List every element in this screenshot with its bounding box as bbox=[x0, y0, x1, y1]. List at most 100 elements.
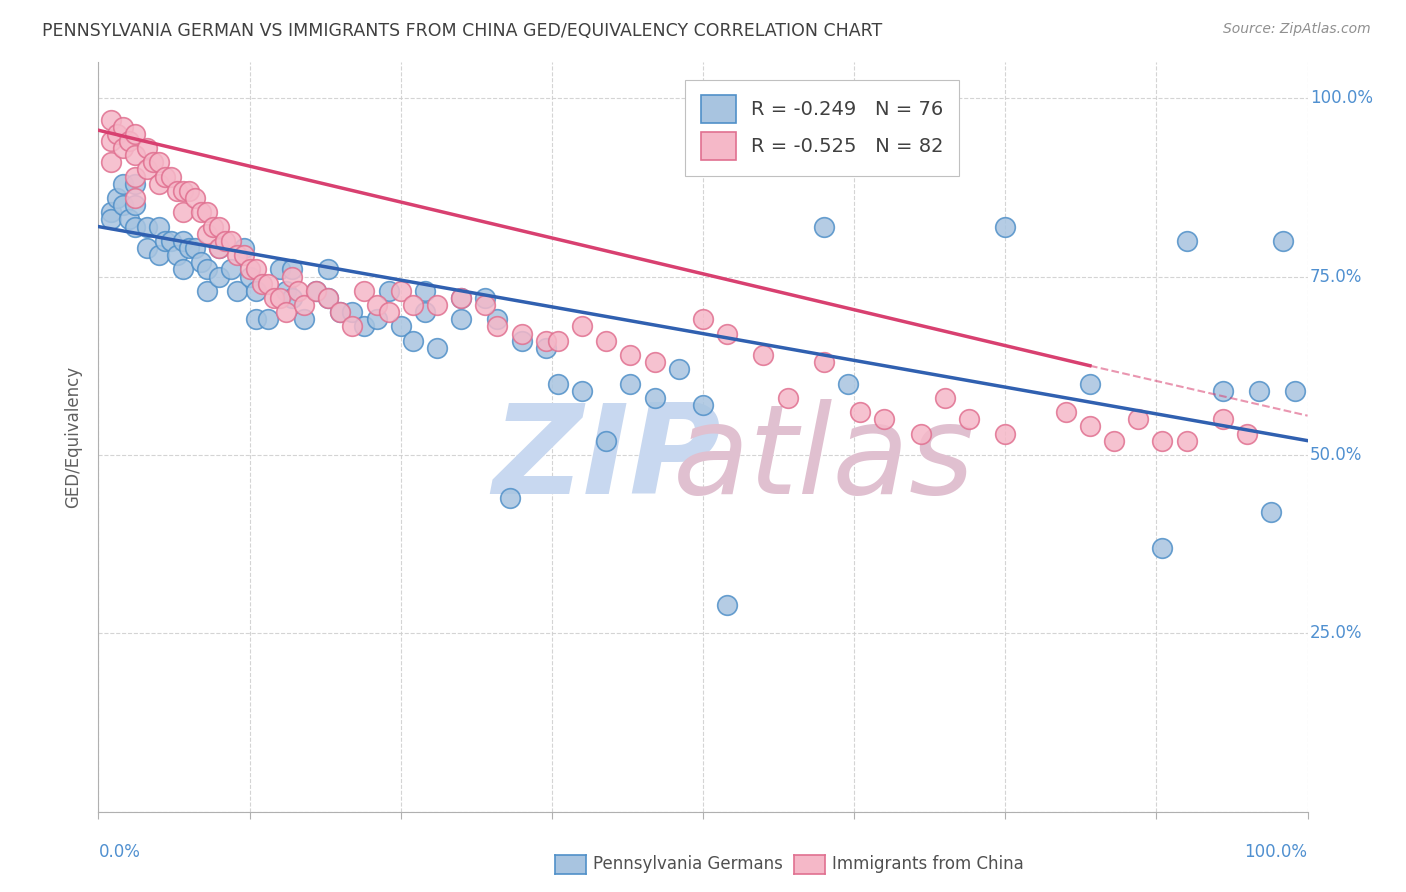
Point bbox=[124, 127, 146, 141]
Point bbox=[534, 334, 557, 348]
Point bbox=[1054, 405, 1077, 419]
Point bbox=[256, 312, 278, 326]
Point bbox=[208, 241, 231, 255]
Point bbox=[118, 212, 141, 227]
Point bbox=[281, 269, 304, 284]
Point bbox=[377, 284, 399, 298]
Point bbox=[124, 148, 146, 162]
Point bbox=[1175, 434, 1198, 448]
Point bbox=[305, 284, 328, 298]
Point bbox=[148, 219, 170, 234]
Point bbox=[287, 284, 309, 298]
Text: 100.0%: 100.0% bbox=[1244, 843, 1308, 861]
Point bbox=[153, 169, 176, 184]
Text: 0.0%: 0.0% bbox=[98, 843, 141, 861]
Point bbox=[245, 284, 267, 298]
Text: Pennsylvania Germans: Pennsylvania Germans bbox=[593, 855, 783, 873]
Point bbox=[1078, 419, 1101, 434]
Point bbox=[111, 141, 134, 155]
Point bbox=[402, 298, 425, 312]
Point bbox=[221, 262, 243, 277]
Text: 75.0%: 75.0% bbox=[1310, 268, 1362, 285]
Point bbox=[305, 284, 328, 298]
Point bbox=[118, 134, 141, 148]
Point bbox=[957, 412, 980, 426]
Point bbox=[595, 434, 617, 448]
Point bbox=[135, 219, 157, 234]
Point bbox=[316, 291, 339, 305]
Point bbox=[752, 348, 775, 362]
Point bbox=[195, 284, 218, 298]
Point bbox=[172, 262, 194, 277]
Point bbox=[100, 205, 122, 219]
Point bbox=[510, 334, 533, 348]
Point bbox=[426, 341, 449, 355]
Text: atlas: atlas bbox=[673, 399, 974, 520]
Point bbox=[389, 319, 412, 334]
Point bbox=[100, 212, 122, 227]
Point bbox=[450, 291, 472, 305]
Y-axis label: GED/Equivalency: GED/Equivalency bbox=[65, 366, 83, 508]
Point bbox=[202, 219, 225, 234]
Point bbox=[534, 341, 557, 355]
Point bbox=[105, 127, 128, 141]
Point bbox=[166, 248, 188, 262]
Point bbox=[994, 219, 1017, 234]
Text: PENNSYLVANIA GERMAN VS IMMIGRANTS FROM CHINA GED/EQUIVALENCY CORRELATION CHART: PENNSYLVANIA GERMAN VS IMMIGRANTS FROM C… bbox=[42, 22, 883, 40]
Point bbox=[377, 305, 399, 319]
Point bbox=[498, 491, 520, 505]
Point bbox=[329, 305, 352, 319]
Point bbox=[274, 284, 297, 298]
Text: Source: ZipAtlas.com: Source: ZipAtlas.com bbox=[1223, 22, 1371, 37]
Point bbox=[190, 205, 212, 219]
Point bbox=[1212, 384, 1234, 398]
Point bbox=[413, 284, 436, 298]
Point bbox=[135, 162, 157, 177]
Point bbox=[474, 298, 496, 312]
Point bbox=[486, 312, 509, 326]
Point bbox=[195, 262, 218, 277]
Point bbox=[195, 227, 218, 241]
Point bbox=[292, 312, 315, 326]
Point bbox=[450, 291, 472, 305]
Point bbox=[245, 312, 267, 326]
Point bbox=[389, 284, 412, 298]
Point bbox=[281, 262, 304, 277]
Point bbox=[135, 241, 157, 255]
Point bbox=[190, 255, 212, 269]
Point bbox=[571, 384, 593, 398]
Point bbox=[100, 134, 122, 148]
Point bbox=[813, 219, 835, 234]
Point bbox=[184, 241, 207, 255]
Point bbox=[413, 305, 436, 319]
Point bbox=[873, 412, 896, 426]
Point bbox=[160, 169, 183, 184]
Point bbox=[910, 426, 932, 441]
Point bbox=[124, 198, 146, 212]
Point bbox=[100, 112, 122, 127]
Point bbox=[486, 319, 509, 334]
Point bbox=[250, 277, 273, 291]
Point bbox=[1175, 234, 1198, 248]
Point bbox=[1284, 384, 1306, 398]
Point bbox=[179, 241, 201, 255]
Point bbox=[184, 191, 207, 205]
Point bbox=[716, 598, 738, 612]
Point bbox=[813, 355, 835, 369]
Point bbox=[1236, 426, 1258, 441]
Point bbox=[105, 191, 128, 205]
Point bbox=[619, 376, 641, 391]
Point bbox=[994, 426, 1017, 441]
Point bbox=[668, 362, 690, 376]
Point bbox=[269, 262, 291, 277]
Point bbox=[510, 326, 533, 341]
Point bbox=[692, 312, 714, 326]
Point bbox=[232, 248, 254, 262]
Point bbox=[148, 177, 170, 191]
Point bbox=[124, 169, 146, 184]
Point bbox=[226, 248, 249, 262]
Point bbox=[316, 262, 339, 277]
Point bbox=[160, 234, 183, 248]
Point bbox=[692, 398, 714, 412]
Point bbox=[342, 305, 364, 319]
